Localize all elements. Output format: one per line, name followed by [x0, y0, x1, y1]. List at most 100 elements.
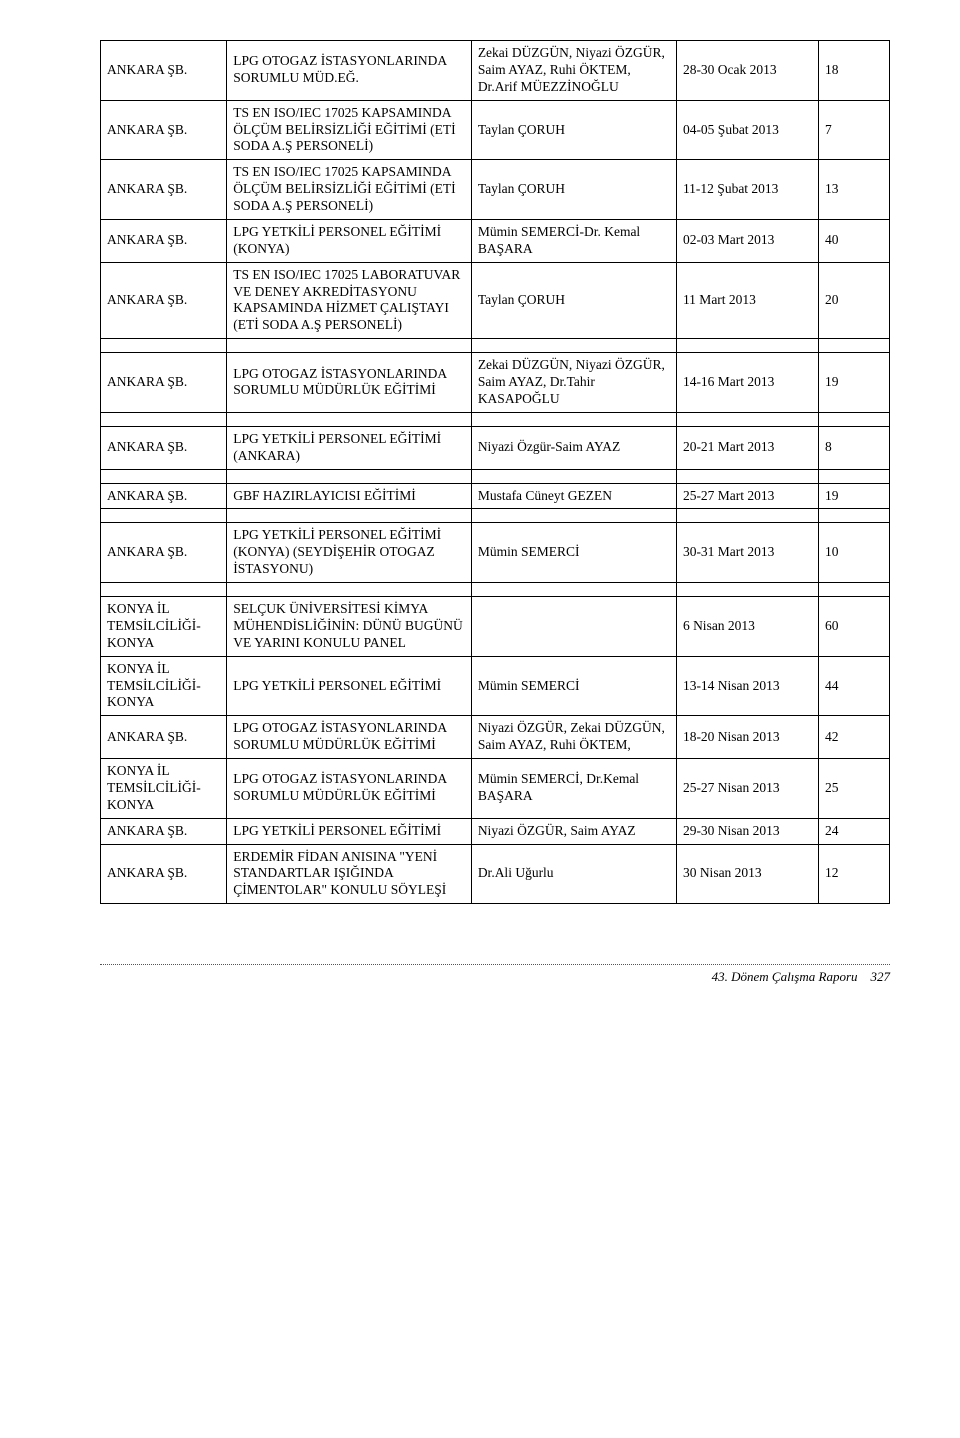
- table-cell-c5: 12: [818, 844, 889, 904]
- table-row: ANKARA ŞB.GBF HAZIRLAYICISI EĞİTİMİMusta…: [101, 483, 890, 509]
- table-cell-c4: 30 Nisan 2013: [676, 844, 818, 904]
- table-row: KONYA İL TEMSİLCİLİĞİ-KONYASELÇUK ÜNİVER…: [101, 597, 890, 657]
- table-cell-c2: LPG YETKİLİ PERSONEL EĞİTİMİ: [227, 656, 472, 716]
- table-cell-c2: LPG YETKİLİ PERSONEL EĞİTİMİ (KONYA): [227, 219, 472, 262]
- spacer-cell: [818, 339, 889, 353]
- spacer-cell: [101, 583, 227, 597]
- table-cell-c3: Taylan ÇORUH: [471, 100, 676, 160]
- table-cell-c2: LPG OTOGAZ İSTASYONLARINDA SORUMLU MÜDÜR…: [227, 716, 472, 759]
- spacer-cell: [101, 509, 227, 523]
- table-cell-c5: 44: [818, 656, 889, 716]
- training-table: ANKARA ŞB.LPG OTOGAZ İSTASYONLARINDA SOR…: [100, 40, 890, 904]
- table-cell-c2: LPG OTOGAZ İSTASYONLARINDA SORUMLU MÜD.E…: [227, 41, 472, 101]
- table-cell-c5: 8: [818, 426, 889, 469]
- table-row: KONYA İL TEMSİLCİLİĞİ-KONYALPG OTOGAZ İS…: [101, 759, 890, 819]
- table-cell-c4: 11-12 Şubat 2013: [676, 160, 818, 220]
- spacer-row: [101, 509, 890, 523]
- table-cell-c4: 13-14 Nisan 2013: [676, 656, 818, 716]
- table-cell-c5: 19: [818, 483, 889, 509]
- table-row: ANKARA ŞB.LPG OTOGAZ İSTASYONLARINDA SOR…: [101, 353, 890, 413]
- table-cell-c1: ANKARA ŞB.: [101, 262, 227, 339]
- table-row: ANKARA ŞB.LPG YETKİLİ PERSONEL EĞİTİMİNi…: [101, 818, 890, 844]
- spacer-cell: [227, 339, 472, 353]
- table-cell-c1: ANKARA ŞB.: [101, 100, 227, 160]
- spacer-cell: [818, 412, 889, 426]
- footer-title: 43. Dönem Çalışma Raporu: [712, 969, 858, 984]
- table-cell-c1: KONYA İL TEMSİLCİLİĞİ-KONYA: [101, 656, 227, 716]
- table-cell-c2: LPG YETKİLİ PERSONEL EĞİTİMİ: [227, 818, 472, 844]
- table-cell-c1: ANKARA ŞB.: [101, 160, 227, 220]
- table-cell-c1: ANKARA ŞB.: [101, 818, 227, 844]
- table-cell-c1: ANKARA ŞB.: [101, 353, 227, 413]
- table-cell-c4: 25-27 Nisan 2013: [676, 759, 818, 819]
- table-cell-c4: 18-20 Nisan 2013: [676, 716, 818, 759]
- table-cell-c3: Mümin SEMERCİ: [471, 656, 676, 716]
- table-cell-c3: Niyazi Özgür-Saim AYAZ: [471, 426, 676, 469]
- table-cell-c2: LPG OTOGAZ İSTASYONLARINDA SORUMLU MÜDÜR…: [227, 353, 472, 413]
- table-cell-c2: SELÇUK ÜNİVERSİTESİ KİMYA MÜHENDİSLİĞİNİ…: [227, 597, 472, 657]
- table-cell-c5: 19: [818, 353, 889, 413]
- table-cell-c3: Zekai DÜZGÜN, Niyazi ÖZGÜR, Saim AYAZ, R…: [471, 41, 676, 101]
- spacer-row: [101, 339, 890, 353]
- table-cell-c1: ANKARA ŞB.: [101, 41, 227, 101]
- table-cell-c4: 11 Mart 2013: [676, 262, 818, 339]
- table-row: ANKARA ŞB.LPG YETKİLİ PERSONEL EĞİTİMİ (…: [101, 426, 890, 469]
- table-cell-c2: LPG YETKİLİ PERSONEL EĞİTİMİ (KONYA) (SE…: [227, 523, 472, 583]
- table-cell-c5: 18: [818, 41, 889, 101]
- spacer-cell: [676, 339, 818, 353]
- table-cell-c5: 24: [818, 818, 889, 844]
- table-cell-c5: 40: [818, 219, 889, 262]
- spacer-cell: [676, 412, 818, 426]
- table-cell-c2: TS EN ISO/IEC 17025 KAPSAMINDA ÖLÇÜM BEL…: [227, 100, 472, 160]
- table-cell-c5: 42: [818, 716, 889, 759]
- table-cell-c3: [471, 597, 676, 657]
- spacer-cell: [101, 469, 227, 483]
- table-cell-c3: Mümin SEMERCİ, Dr.Kemal BAŞARA: [471, 759, 676, 819]
- table-cell-c4: 6 Nisan 2013: [676, 597, 818, 657]
- spacer-cell: [227, 583, 472, 597]
- table-cell-c5: 10: [818, 523, 889, 583]
- table-cell-c2: TS EN ISO/IEC 17025 LABORATUVAR VE DENEY…: [227, 262, 472, 339]
- table-cell-c1: ANKARA ŞB.: [101, 523, 227, 583]
- table-cell-c1: KONYA İL TEMSİLCİLİĞİ-KONYA: [101, 759, 227, 819]
- spacer-cell: [227, 509, 472, 523]
- table-cell-c3: Dr.Ali Uğurlu: [471, 844, 676, 904]
- spacer-cell: [818, 509, 889, 523]
- table-cell-c4: 14-16 Mart 2013: [676, 353, 818, 413]
- spacer-cell: [676, 469, 818, 483]
- table-cell-c3: Taylan ÇORUH: [471, 262, 676, 339]
- spacer-cell: [227, 412, 472, 426]
- table-cell-c5: 25: [818, 759, 889, 819]
- table-cell-c2: GBF HAZIRLAYICISI EĞİTİMİ: [227, 483, 472, 509]
- table-cell-c4: 04-05 Şubat 2013: [676, 100, 818, 160]
- table-row: ANKARA ŞB.LPG OTOGAZ İSTASYONLARINDA SOR…: [101, 716, 890, 759]
- table-row: ANKARA ŞB.LPG OTOGAZ İSTASYONLARINDA SOR…: [101, 41, 890, 101]
- spacer-cell: [676, 583, 818, 597]
- table-cell-c1: ANKARA ŞB.: [101, 716, 227, 759]
- table-cell-c5: 7: [818, 100, 889, 160]
- table-cell-c3: Niyazi ÖZGÜR, Saim AYAZ: [471, 818, 676, 844]
- table-cell-c3: Zekai DÜZGÜN, Niyazi ÖZGÜR, Saim AYAZ, D…: [471, 353, 676, 413]
- spacer-row: [101, 469, 890, 483]
- table-row: KONYA İL TEMSİLCİLİĞİ-KONYALPG YETKİLİ P…: [101, 656, 890, 716]
- table-cell-c5: 20: [818, 262, 889, 339]
- table-cell-c4: 29-30 Nisan 2013: [676, 818, 818, 844]
- table-cell-c3: Mustafa Cüneyt GEZEN: [471, 483, 676, 509]
- spacer-cell: [101, 339, 227, 353]
- spacer-cell: [471, 339, 676, 353]
- spacer-cell: [471, 583, 676, 597]
- table-row: ANKARA ŞB.ERDEMİR FİDAN ANISINA "YENİ ST…: [101, 844, 890, 904]
- table-cell-c1: ANKARA ŞB.: [101, 483, 227, 509]
- table-cell-c4: 02-03 Mart 2013: [676, 219, 818, 262]
- table-cell-c4: 30-31 Mart 2013: [676, 523, 818, 583]
- table-cell-c5: 13: [818, 160, 889, 220]
- table-cell-c5: 60: [818, 597, 889, 657]
- table-cell-c3: Taylan ÇORUH: [471, 160, 676, 220]
- table-cell-c2: TS EN ISO/IEC 17025 KAPSAMINDA ÖLÇÜM BEL…: [227, 160, 472, 220]
- table-cell-c2: LPG YETKİLİ PERSONEL EĞİTİMİ (ANKARA): [227, 426, 472, 469]
- table-cell-c2: LPG OTOGAZ İSTASYONLARINDA SORUMLU MÜDÜR…: [227, 759, 472, 819]
- footer-page-number: 327: [871, 969, 891, 984]
- spacer-cell: [818, 469, 889, 483]
- spacer-cell: [471, 509, 676, 523]
- table-row: ANKARA ŞB.LPG YETKİLİ PERSONEL EĞİTİMİ (…: [101, 523, 890, 583]
